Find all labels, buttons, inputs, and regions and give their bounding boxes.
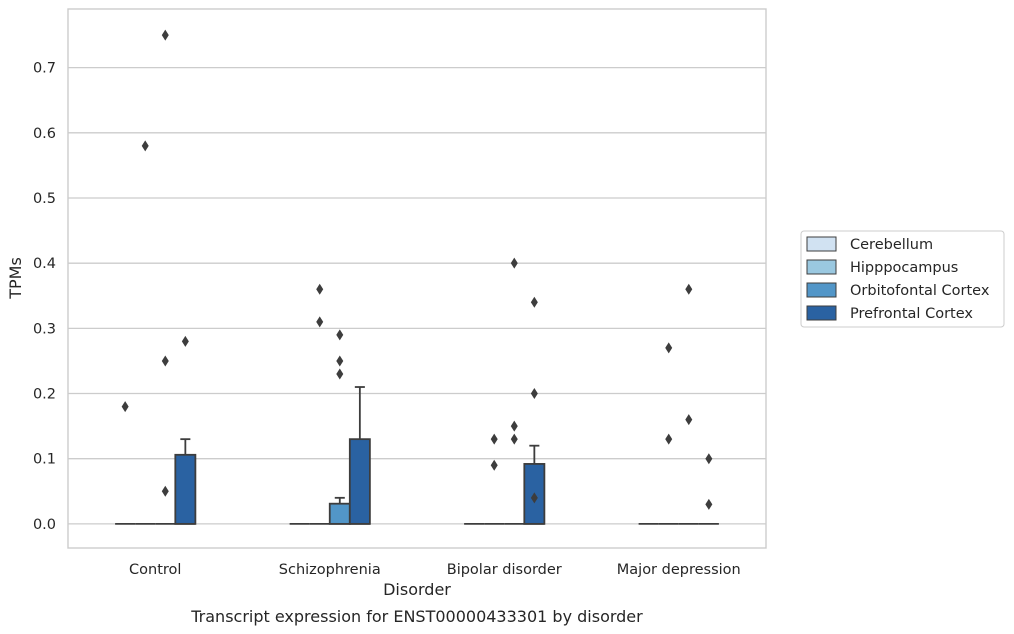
box-3-0 — [174, 438, 197, 525]
outlier-point-3-2-1 — [530, 388, 538, 400]
y-tick-label-5: 0.5 — [33, 191, 56, 207]
legend: Cerebellum Hipppocampus Orbitofontal Corte… — [800, 230, 1005, 328]
outlier-point-1-1-0 — [316, 283, 324, 295]
x-tick-label-0: Control — [129, 562, 181, 578]
outlier-point-1-2-0 — [490, 433, 498, 445]
outlier-point-2-1-2 — [336, 368, 344, 380]
y-tick-label-2: 0.2 — [33, 387, 56, 403]
legend-swatch-1 — [806, 259, 837, 275]
outlier-point-2-2-2 — [510, 433, 518, 445]
x-tick-labels: Control Schizophrenia Bipolar disorder Majo… — [129, 562, 741, 578]
x-tick-label-1: Schizophrenia — [279, 562, 381, 578]
y-tick-label-4: 0.4 — [33, 256, 56, 272]
outlier-point-2-1-0 — [336, 329, 344, 341]
x-tick-label-2: Bipolar disorder — [447, 562, 562, 578]
outlier-point-3-3-0 — [705, 453, 713, 465]
boxes-layer — [115, 386, 719, 525]
legend-label-2: Orbitofontal Cortex — [850, 283, 990, 299]
outlier-point-3-2-2 — [530, 492, 538, 504]
legend-label-3: Prefrontal Cortex — [850, 306, 973, 322]
outlier-point-1-0-0 — [141, 140, 149, 152]
outlier-point-0-0-0 — [121, 401, 129, 413]
outliers-layer — [121, 29, 713, 510]
legend-label-1: Hipppocampus — [850, 260, 958, 276]
chart-caption: Transcript expression for ENST0000043330… — [190, 607, 643, 626]
plot-frame — [67, 8, 767, 549]
y-tick-label-3: 0.3 — [33, 321, 56, 337]
box-2-1 — [328, 496, 351, 525]
box-rect-3-1 — [348, 438, 371, 525]
box-3-2 — [523, 444, 546, 525]
y-tick-label-6: 0.6 — [33, 126, 56, 142]
outlier-point-2-2-0 — [510, 257, 518, 269]
x-tick-label-3: Major depression — [617, 562, 741, 578]
outlier-point-1-3-0 — [665, 342, 673, 354]
outlier-point-2-3-1 — [685, 414, 693, 426]
legend-swatch-3 — [806, 305, 837, 321]
grid-lines — [68, 67, 766, 525]
y-tick-label-0: 0.0 — [33, 517, 56, 533]
outlier-point-3-3-1 — [705, 498, 713, 510]
outlier-point-3-2-0 — [530, 296, 538, 308]
outlier-point-2-1-1 — [336, 355, 344, 367]
box-rect-3-0 — [174, 453, 197, 525]
y-tick-label-1: 0.1 — [33, 452, 56, 468]
y-tick-labels: 0.0 0.1 0.2 0.3 0.4 0.5 0.6 0.7 — [33, 61, 56, 533]
legend-swatch-2 — [806, 282, 837, 298]
outlier-point-1-1-1 — [316, 316, 324, 328]
outlier-point-1-2-1 — [490, 459, 498, 471]
x-axis-label: Disorder — [383, 580, 451, 599]
y-tick-label-7: 0.7 — [33, 61, 56, 77]
y-axis-label: TPMs — [6, 257, 25, 300]
legend-label-0: Cerebellum — [850, 237, 933, 253]
outlier-point-2-3-0 — [685, 283, 693, 295]
legend-frame — [800, 230, 1005, 328]
outlier-point-1-3-1 — [665, 433, 673, 445]
outlier-point-2-0-0 — [161, 29, 169, 41]
outlier-point-2-0-2 — [161, 485, 169, 497]
box-rect-2-1 — [328, 502, 351, 525]
legend-swatch-0 — [806, 236, 837, 252]
box-3-1 — [348, 386, 371, 525]
outlier-point-3-0-0 — [181, 335, 189, 347]
outlier-point-2-2-1 — [510, 420, 518, 432]
outlier-point-2-0-1 — [161, 355, 169, 367]
